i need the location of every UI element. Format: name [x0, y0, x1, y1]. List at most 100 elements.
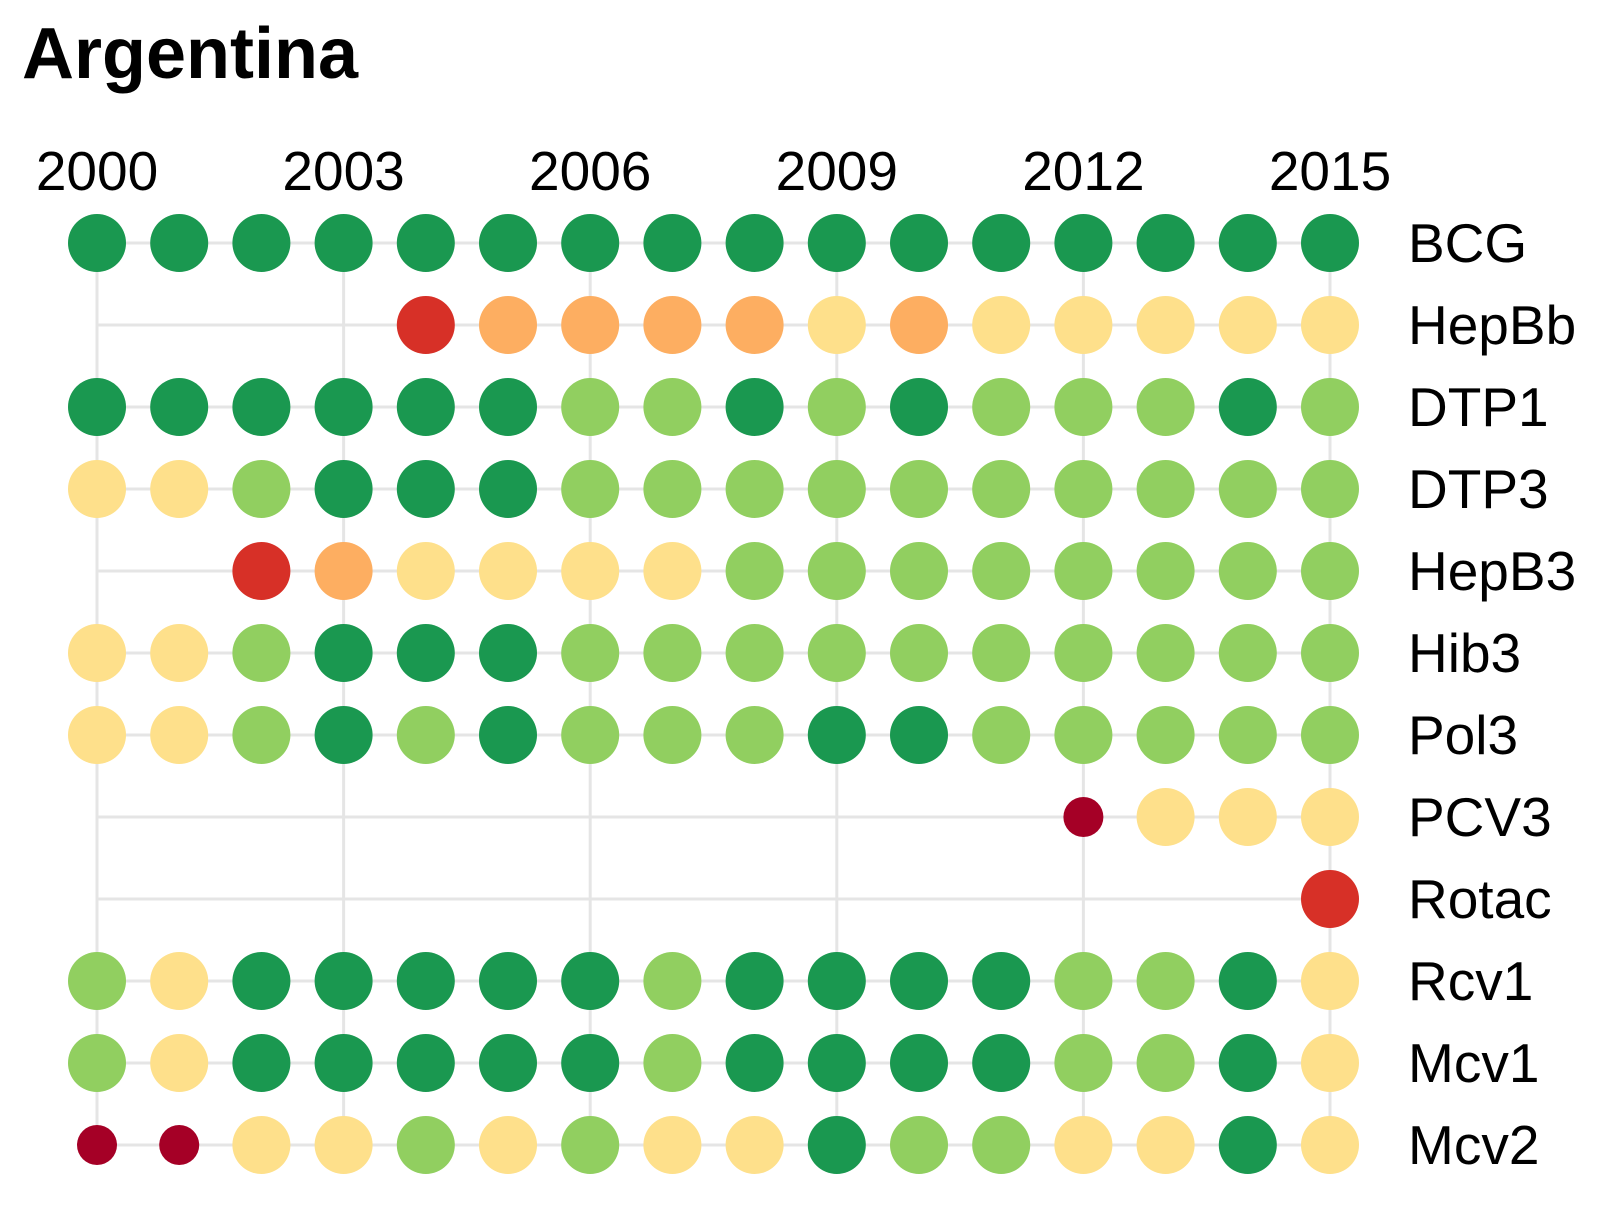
point-hib3-2010 [890, 624, 948, 682]
point-mcv2-2010 [890, 1116, 948, 1174]
point-bcg-2011 [972, 214, 1031, 272]
point-mcv2-2005 [479, 1116, 537, 1174]
point-dtp3-2008 [725, 460, 784, 518]
row-label-bcg: BCG [1408, 212, 1527, 274]
point-mcv2-2007 [643, 1116, 702, 1174]
point-hib3-2015 [1301, 624, 1359, 682]
point-hepbb-2006 [561, 296, 620, 354]
point-mcv2-2002 [232, 1116, 291, 1174]
point-dtp1-2006 [561, 378, 620, 436]
point-bcg-2008 [725, 214, 784, 272]
point-hepb3-2010 [890, 542, 948, 600]
point-mcv2-2014 [1218, 1116, 1277, 1174]
point-hepb3-2012 [1054, 542, 1113, 600]
point-bcg-2000 [68, 214, 126, 272]
point-hepbb-2009 [807, 296, 866, 354]
row-labels: BCG HepBb DTP1 DTP3 HepB3 Hib3 Pol3 PCV3 Rotac Rc… [1408, 212, 1576, 1176]
point-dtp1-2002 [232, 378, 291, 436]
point-pol3-2000 [68, 706, 126, 764]
row-label-dtp3: DTP3 [1408, 458, 1549, 520]
point-mcv1-2004 [396, 1034, 455, 1092]
point-bcg-2009 [807, 214, 866, 272]
point-dtp3-2011 [972, 460, 1031, 518]
point-hib3-2006 [561, 624, 620, 682]
point-hib3-2007 [643, 624, 702, 682]
point-hepb3-2003 [314, 542, 373, 600]
point-dtp1-2015 [1301, 378, 1359, 436]
point-hib3-2001 [150, 624, 209, 682]
point-rcv1-2005 [479, 952, 537, 1010]
point-hepb3-2014 [1218, 542, 1277, 600]
row-label-hepb3: HepB3 [1408, 540, 1576, 602]
point-pol3-2002 [232, 706, 291, 764]
point-hepb3-2007 [643, 542, 702, 600]
point-rcv1-2000 [68, 952, 126, 1010]
point-mcv1-2015 [1301, 1034, 1359, 1092]
point-mcv1-2012 [1054, 1034, 1113, 1092]
x-tick-label-2000: 2000 [36, 140, 158, 202]
point-mcv2-2009 [807, 1116, 866, 1174]
x-tick-label-2012: 2012 [1022, 140, 1144, 202]
point-bcg-2014 [1218, 214, 1277, 272]
point-dtp1-2007 [643, 378, 702, 436]
point-hepb3-2004 [396, 542, 455, 600]
point-dtp3-2012 [1054, 460, 1113, 518]
point-mcv2-2004 [396, 1116, 455, 1174]
point-hib3-2002 [232, 624, 291, 682]
point-hib3-2014 [1218, 624, 1277, 682]
point-hepb3-2009 [807, 542, 866, 600]
point-pol3-2003 [314, 706, 373, 764]
point-hib3-2011 [972, 624, 1031, 682]
point-mcv2-2015 [1301, 1116, 1359, 1174]
point-pcv3-2015 [1301, 788, 1359, 846]
point-mcv2-2006 [561, 1116, 620, 1174]
point-hib3-2004 [396, 624, 455, 682]
point-mcv1-2002 [232, 1034, 291, 1092]
point-mcv1-2006 [561, 1034, 620, 1092]
point-rcv1-2015 [1301, 952, 1359, 1010]
point-bcg-2012 [1054, 214, 1113, 272]
chart-title: Argentina [22, 14, 359, 94]
point-pol3-2001 [150, 706, 209, 764]
point-mcv2-2013 [1136, 1116, 1195, 1174]
point-dtp1-2001 [150, 378, 209, 436]
grid-layer [95, 241, 1332, 1147]
point-dtp3-2007 [643, 460, 702, 518]
point-pol3-2011 [972, 706, 1031, 764]
x-tick-label-2015: 2015 [1269, 140, 1391, 202]
x-tick-labels: 2000 2003 2006 2009 2012 2015 [36, 140, 1391, 202]
point-pcv3-2012 [1063, 797, 1104, 837]
point-hib3-2000 [68, 624, 126, 682]
point-dtp3-2010 [890, 460, 948, 518]
point-rcv1-2007 [643, 952, 702, 1010]
point-dtp3-2003 [314, 460, 373, 518]
point-bcg-2003 [314, 214, 373, 272]
point-bcg-2002 [232, 214, 291, 272]
point-mcv1-2005 [479, 1034, 537, 1092]
point-mcv1-2001 [150, 1034, 209, 1092]
point-hib3-2008 [725, 624, 784, 682]
point-bcg-2001 [150, 214, 209, 272]
point-bcg-2005 [479, 214, 537, 272]
row-label-dtp1: DTP1 [1408, 376, 1549, 438]
point-hepbb-2012 [1054, 296, 1113, 354]
point-hib3-2005 [479, 624, 537, 682]
point-mcv2-2003 [314, 1116, 373, 1174]
point-dtp3-2000 [68, 460, 126, 518]
x-tick-label-2003: 2003 [282, 140, 404, 202]
point-bcg-2007 [643, 214, 702, 272]
point-pol3-2005 [479, 706, 537, 764]
point-dtp1-2014 [1218, 378, 1277, 436]
point-pol3-2009 [807, 706, 866, 764]
point-pol3-2006 [561, 706, 620, 764]
point-pol3-2013 [1136, 706, 1195, 764]
point-rotac-2015 [1301, 870, 1359, 928]
point-dtp1-2011 [972, 378, 1031, 436]
point-rcv1-2012 [1054, 952, 1113, 1010]
point-mcv1-2003 [314, 1034, 373, 1092]
point-hepbb-2005 [479, 296, 537, 354]
point-hepb3-2006 [561, 542, 620, 600]
point-pol3-2004 [396, 706, 455, 764]
point-mcv1-2008 [725, 1034, 784, 1092]
